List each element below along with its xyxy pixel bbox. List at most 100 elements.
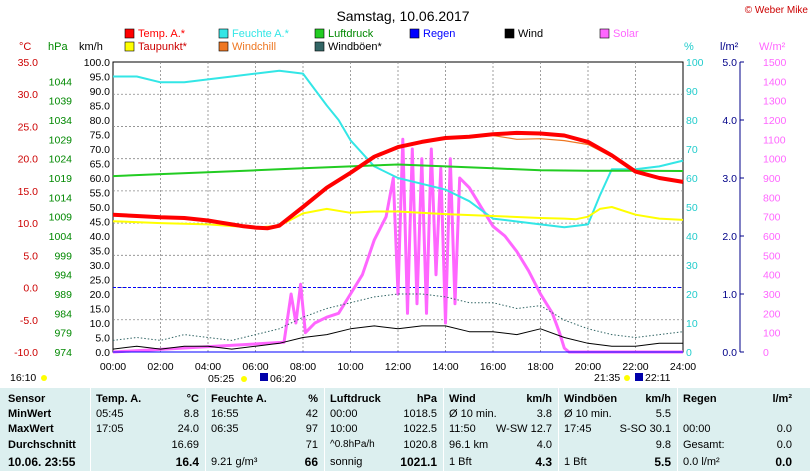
- temp-tick-label: 5.0: [23, 250, 38, 262]
- time-tick-label: 06:00: [242, 361, 268, 373]
- stats-current-datetime: 10.06. 23:55: [8, 455, 76, 469]
- humidity-tick-label: 20: [686, 289, 698, 301]
- wind-avg-value: 4.0: [536, 439, 552, 451]
- pressure-tick-label: 979: [54, 328, 72, 340]
- temp-tick-label: 15.0: [18, 186, 39, 198]
- gust-current-value: 5.5: [654, 455, 671, 469]
- wind-max-value: W-SW 12.7: [495, 423, 552, 435]
- time-tick-label: 24:00: [670, 361, 696, 373]
- wind-min-label: Ø 10 min.: [449, 408, 497, 420]
- wind-tick-label: 60.0: [90, 173, 111, 185]
- gust-max-time: 17:45: [564, 423, 592, 435]
- humidity-tick-label: 100: [686, 57, 704, 69]
- pressure-tick-label: 974: [54, 347, 72, 359]
- solar-tick-label: 1400: [763, 76, 787, 88]
- time-tick-label: 10:00: [337, 361, 363, 373]
- press-max-time: 10:00: [330, 423, 358, 435]
- pressure-tick-label: 1019: [49, 173, 73, 185]
- sunrise-label: 05:25: [208, 373, 234, 385]
- legend-swatch: [124, 41, 135, 52]
- press-min-value: 1018.5: [403, 408, 437, 420]
- wind-tick-label: 45.0: [90, 217, 111, 229]
- legend-swatch: [409, 28, 420, 39]
- solar-tick-label: 1000: [763, 154, 787, 166]
- sun-prev-label: 16:10: [10, 372, 36, 384]
- press-current-value: 1021.1: [400, 455, 437, 469]
- wind-max-time: 11:50: [449, 423, 476, 435]
- temp-tick-label: 30.0: [18, 89, 39, 101]
- humidity-tick-label: 40: [686, 231, 698, 243]
- stats-sensor-column: Sensor MinWert MaxWert Durchschnitt 10.0…: [0, 388, 90, 471]
- divider: [324, 388, 325, 471]
- divider: [677, 388, 678, 471]
- solar-tick-label: 1500: [763, 57, 787, 69]
- solar-tick-label: 1300: [763, 96, 787, 108]
- wind-tick-label: 85.0: [90, 101, 111, 113]
- rain-tick-label: 4.0: [722, 115, 737, 127]
- legend-swatch: [314, 41, 325, 52]
- copyright-label: © Weber Mike: [745, 5, 809, 16]
- humidity-tick-label: 0: [686, 347, 692, 359]
- press-header: Luftdruck: [330, 393, 381, 405]
- legend-swatch: [504, 28, 515, 39]
- stats-avg-label: Durchschnitt: [8, 439, 76, 451]
- wind-tick-label: 30.0: [90, 260, 111, 272]
- pressure-tick-label: 1039: [49, 96, 73, 108]
- gust-beaufort: 1 Bft: [564, 456, 587, 468]
- series-line-wind: [112, 325, 683, 350]
- stats-rain-column: Regen l/m² 00:00 0.0 Gesamt: 0.0 0.0 l/m…: [678, 388, 798, 471]
- wind-tick-label: 0.0: [95, 347, 110, 359]
- wind-tick-label: 80.0: [90, 115, 111, 127]
- press-trend: ^0.8hPa/h: [330, 439, 375, 450]
- hum-avg-value: 71: [305, 439, 318, 451]
- gust-max-value: S-SO 30.1: [619, 423, 671, 435]
- pressure-tick-label: 1034: [49, 115, 73, 127]
- solar-tick-label: 700: [763, 212, 781, 224]
- pressure-unit-label: hPa: [48, 41, 68, 53]
- sun-icon: [241, 376, 247, 382]
- solar-tick-label: 100: [763, 328, 781, 340]
- hum-max-time: 06:35: [211, 423, 239, 435]
- moon-icon: [635, 373, 643, 381]
- press-min-time: 00:00: [330, 408, 358, 420]
- solar-unit-label: W/m²: [759, 41, 786, 53]
- sun-icon: [41, 375, 47, 381]
- stats-gust-column: Windböen km/h Ø 10 min. 5.5 17:45 S-SO 3…: [559, 388, 677, 471]
- stats-pressure-column: Luftdruck hPa 00:00 1018.5 10:00 1022.5 …: [325, 388, 443, 471]
- solar-tick-label: 900: [763, 173, 781, 185]
- legend-label: Luftdruck: [328, 28, 374, 40]
- temp-avg-value: 16.69: [171, 439, 199, 451]
- humidity-tick-label: 80: [686, 115, 698, 127]
- rain-tick-label: 5.0: [722, 57, 737, 69]
- series-line-windben: [112, 293, 684, 341]
- divider: [90, 388, 91, 471]
- sunrise2-label: 06:20: [270, 373, 296, 385]
- wind-tick-label: 90.0: [90, 86, 111, 98]
- rain-unit: l/m²: [772, 393, 792, 405]
- temp-max-time: 17:05: [96, 423, 124, 435]
- wind-tick-label: 70.0: [90, 144, 111, 156]
- humidity-tick-label: 50: [686, 202, 698, 214]
- series-line-luftdruck: [112, 163, 684, 178]
- pressure-tick-label: 1009: [49, 212, 73, 224]
- time-tick-label: 22:00: [622, 361, 648, 373]
- sunset2-label: 22:11: [645, 372, 671, 384]
- wind-tick-label: 25.0: [90, 275, 111, 287]
- solar-tick-label: 600: [763, 231, 781, 243]
- hum-min-value: 42: [305, 408, 318, 420]
- temp-tick-label: 0.0: [23, 283, 38, 295]
- wind-tick-label: 5.0: [95, 333, 110, 345]
- sunset-label: 21:35: [594, 372, 620, 384]
- pressure-tick-label: 1044: [49, 76, 73, 88]
- rain-max-value: 0.0: [776, 423, 792, 435]
- gust-min-label: Ø 10 min.: [564, 408, 612, 420]
- wind-run: 96.1 km: [449, 439, 489, 451]
- legend-label: Windböen*: [328, 41, 383, 53]
- time-tick-label: 16:00: [480, 361, 506, 373]
- time-tick-label: 12:00: [385, 361, 411, 373]
- legend-label: Solar: [613, 28, 639, 40]
- temp-min-value: 8.8: [183, 408, 199, 420]
- solar-tick-label: 500: [763, 250, 781, 262]
- legend: Temp. A.* Feuchte A.* Luftdruck Regen Wind So…: [124, 28, 639, 53]
- humidity-tick-label: 10: [686, 318, 698, 330]
